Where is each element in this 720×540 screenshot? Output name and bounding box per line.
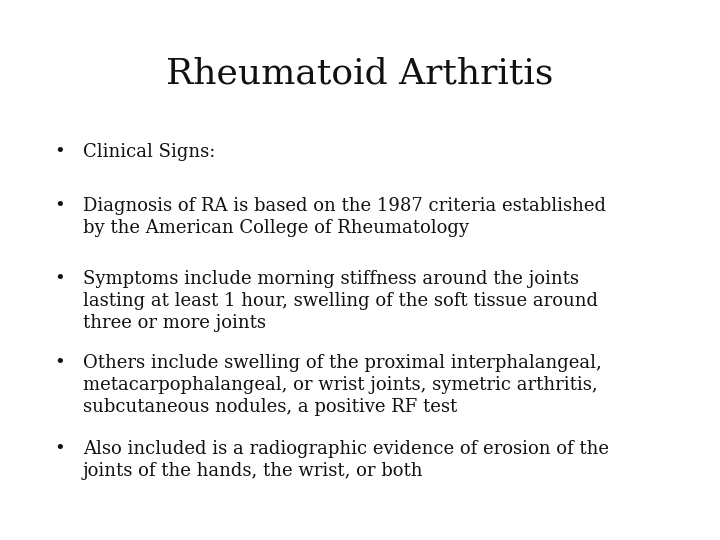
- Text: Diagnosis of RA is based on the 1987 criteria established
by the American Colleg: Diagnosis of RA is based on the 1987 cri…: [83, 197, 606, 237]
- Text: •: •: [54, 143, 65, 161]
- Text: Symptoms include morning stiffness around the joints
lasting at least 1 hour, sw: Symptoms include morning stiffness aroun…: [83, 270, 598, 333]
- Text: Also included is a radiographic evidence of erosion of the
joints of the hands, : Also included is a radiographic evidence…: [83, 440, 609, 480]
- Text: •: •: [54, 270, 65, 288]
- Text: •: •: [54, 354, 65, 372]
- Text: Rheumatoid Arthritis: Rheumatoid Arthritis: [166, 57, 554, 91]
- Text: •: •: [54, 440, 65, 458]
- Text: Others include swelling of the proximal interphalangeal,
metacarpophalangeal, or: Others include swelling of the proximal …: [83, 354, 601, 416]
- Text: Clinical Signs:: Clinical Signs:: [83, 143, 215, 161]
- Text: •: •: [54, 197, 65, 215]
